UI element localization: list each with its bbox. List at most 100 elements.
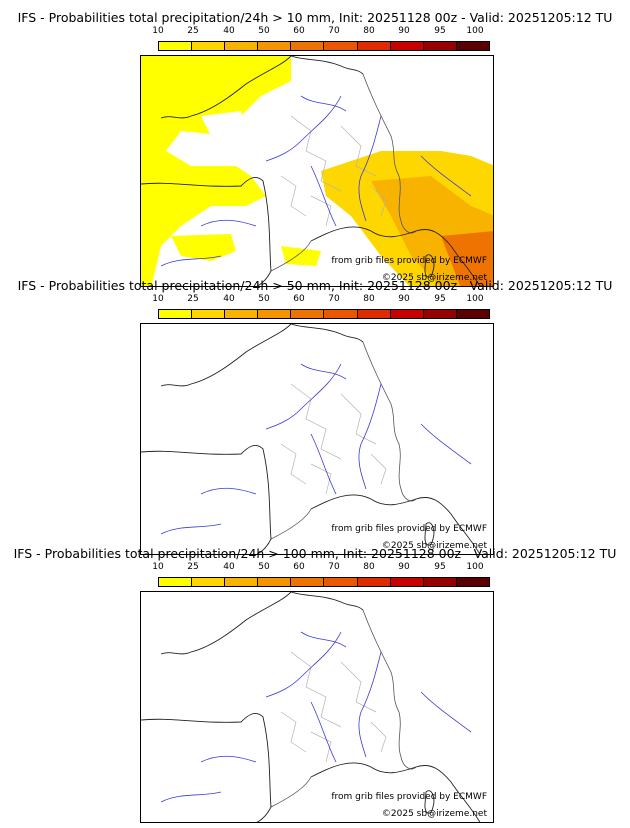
map-svg (141, 324, 481, 554)
colorbar-tick-label: 80 (363, 562, 375, 572)
colorbar-swatch (357, 310, 391, 318)
forecast-panel-50mm: IFS - Probabilities total precipitation/… (0, 278, 630, 555)
corsica-coast (424, 254, 435, 278)
map-svg (141, 56, 493, 286)
precip-map: from grib files provided by ECMWF ©2025 … (140, 591, 494, 823)
colorbar-swatch (291, 578, 325, 586)
colorbar-tick-label: 25 (187, 294, 199, 304)
coastline (141, 56, 481, 286)
corsica-coast (424, 522, 435, 546)
copyright-credit: ©2025 sb@irizeme.net (381, 541, 487, 551)
colorbar-swatch (258, 310, 292, 318)
precip-area (201, 111, 246, 136)
colorbar-swatch (258, 578, 292, 586)
department-boundaries (280, 115, 387, 227)
colorbar (158, 577, 490, 587)
rivers (160, 363, 472, 535)
colorbar-ticks: 10 25 40 50 60 70 80 90 95 100 (0, 26, 630, 38)
colorbar-swatch (324, 42, 358, 50)
colorbar-swatch (192, 310, 226, 318)
country-borders (270, 609, 417, 808)
coastline (141, 324, 481, 554)
colorbar-swatch (159, 42, 193, 50)
country-borders (270, 341, 417, 540)
colorbar-swatch (291, 42, 325, 50)
country-borders (270, 73, 417, 272)
colorbar-swatch (192, 578, 226, 586)
colorbar-tick-label: 10 (152, 294, 164, 304)
copyright-credit: ©2025 sb@irizeme.net (381, 809, 487, 819)
colorbar-swatch (225, 42, 259, 50)
rivers (160, 95, 472, 267)
colorbar-tick-label: 25 (187, 26, 199, 36)
colorbar-tick-label: 95 (434, 294, 446, 304)
data-source-credit: from grib files provided by ECMWF (331, 792, 487, 802)
colorbar-tick-label: 60 (293, 294, 305, 304)
colorbar (158, 309, 490, 319)
colorbar-tick-label: 95 (434, 562, 446, 572)
rivers (160, 631, 472, 803)
colorbar-tick-label: 10 (152, 26, 164, 36)
colorbar-swatch (291, 310, 325, 318)
colorbar-swatch (159, 578, 193, 586)
colorbar-tick-label: 50 (258, 26, 270, 36)
copyright-credit: ©2025 sb@irizeme.net (381, 273, 487, 283)
panel-title: IFS - Probabilities total precipitation/… (17, 10, 613, 25)
colorbar-swatch (423, 578, 457, 586)
data-source-credit: from grib files provided by ECMWF (331, 256, 487, 266)
colorbar-tick-label: 100 (466, 562, 484, 572)
colorbar-tick-label: 50 (258, 562, 270, 572)
colorbar-swatch (225, 578, 259, 586)
precip-area (171, 234, 236, 261)
colorbar-tick-label: 40 (223, 294, 235, 304)
colorbar-tick-label: 95 (434, 26, 446, 36)
colorbar-tick-label: 90 (398, 26, 410, 36)
colorbar-tick-label: 70 (328, 294, 340, 304)
colorbar-tick-label: 90 (398, 294, 410, 304)
colorbar-tick-label: 40 (223, 562, 235, 572)
colorbar-tick-label: 90 (398, 562, 410, 572)
colorbar-tick-label: 70 (328, 562, 340, 572)
panel-title: IFS - Probabilities total precipitation/… (13, 546, 617, 561)
colorbar-swatch (423, 42, 457, 50)
colorbar-swatch (390, 310, 424, 318)
precip-map: from grib files provided by ECMWF ©2025 … (140, 55, 494, 287)
colorbar-tick-label: 80 (363, 294, 375, 304)
colorbar-tick-label: 100 (466, 294, 484, 304)
colorbar-swatch (390, 42, 424, 50)
forecast-panel-10mm: IFS - Probabilities total precipitation/… (0, 10, 630, 287)
forecast-panel-100mm: IFS - Probabilities total precipitation/… (0, 546, 630, 823)
precip-area (441, 231, 493, 286)
department-boundaries (280, 651, 387, 763)
colorbar-swatch (357, 578, 391, 586)
data-source-credit: from grib files provided by ECMWF (331, 524, 487, 534)
colorbar-tick-label: 80 (363, 26, 375, 36)
map-svg (141, 592, 481, 822)
colorbar-tick-label: 50 (258, 294, 270, 304)
colorbar-swatch (324, 310, 358, 318)
colorbar-swatch (456, 310, 489, 318)
coastline (141, 592, 481, 822)
colorbar-swatch (225, 310, 259, 318)
colorbar-tick-label: 60 (293, 26, 305, 36)
colorbar-tick-label: 25 (187, 562, 199, 572)
department-boundaries (280, 383, 387, 495)
colorbar-tick-label: 100 (466, 26, 484, 36)
colorbar-tick-label: 60 (293, 562, 305, 572)
colorbar-swatch (423, 310, 457, 318)
colorbar-swatch (390, 578, 424, 586)
colorbar-swatch (159, 310, 193, 318)
corsica-coast (424, 790, 435, 814)
panel-title: IFS - Probabilities total precipitation/… (17, 278, 613, 293)
colorbar-swatch (357, 42, 391, 50)
colorbar-ticks: 10 25 40 50 60 70 80 90 95 100 (0, 294, 630, 306)
colorbar-swatch (192, 42, 226, 50)
colorbar-swatch (456, 578, 489, 586)
colorbar-tick-label: 70 (328, 26, 340, 36)
colorbar-swatch (456, 42, 489, 50)
colorbar-tick-label: 10 (152, 562, 164, 572)
colorbar-swatch (324, 578, 358, 586)
precip-map: from grib files provided by ECMWF ©2025 … (140, 323, 494, 555)
colorbar-tick-label: 40 (223, 26, 235, 36)
precip-area (281, 246, 321, 266)
